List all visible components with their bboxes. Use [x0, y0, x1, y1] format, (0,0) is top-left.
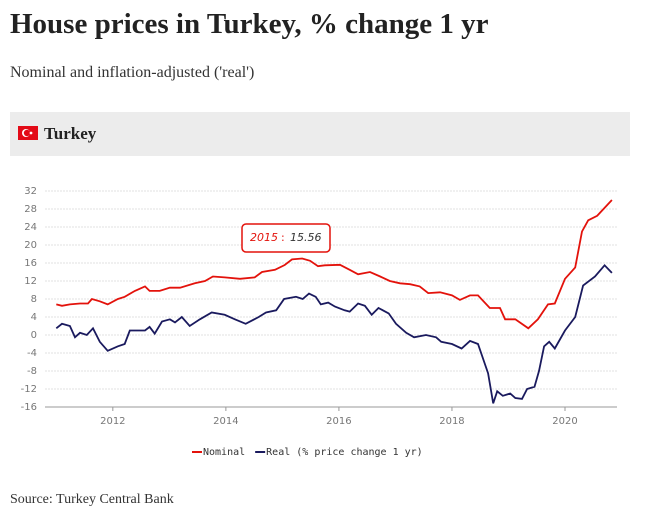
legend-label: Real (% price change 1 yr) [266, 447, 423, 458]
x-tick-label: 2012 [100, 416, 125, 427]
x-tick-label: 2016 [326, 416, 351, 427]
y-tick-label: 4 [31, 312, 37, 323]
tooltip-label: 2015 [250, 231, 278, 244]
legend-label: Nominal [203, 447, 245, 458]
tooltip-box [241, 223, 331, 253]
y-tick-label: 12 [24, 276, 37, 287]
y-tick-label: 28 [24, 204, 37, 215]
x-tick-label: 2020 [552, 416, 577, 427]
flag [18, 126, 38, 140]
y-tick-label: 24 [24, 222, 37, 233]
y-tick-label: 16 [24, 258, 37, 269]
y-tick-label: 20 [24, 240, 37, 251]
country-band: Turkey [10, 112, 630, 156]
y-tick-label: -8 [27, 366, 37, 377]
y-tick-label: -4 [27, 348, 37, 359]
line [55, 263, 613, 404]
line [56, 199, 613, 330]
chart: -16 -12 -8 -4 0 4 8 12 16 20 24 28 32 2012 2014 2016 201… [21, 186, 617, 458]
tooltip-sep: : [281, 231, 285, 244]
subtitle: Nominal and inflation-adjusted ('real') [10, 64, 255, 81]
country-name: Turkey [44, 124, 97, 143]
y-tick-label: -16 [21, 402, 37, 413]
y-tick-label: 32 [24, 186, 37, 197]
x-tick-label: 2018 [439, 416, 464, 427]
source: Source: Turkey Central Bank [10, 492, 174, 507]
y-tick-label: 0 [31, 330, 37, 341]
x-tick-label: 2014 [213, 416, 238, 427]
y-tick-label: 8 [31, 294, 37, 305]
y-tick-label: -12 [21, 384, 37, 395]
title: House prices in Turkey, % change 1 yr [10, 8, 489, 40]
tooltip-value: 15.56 [290, 231, 322, 244]
tooltip: 2015:15.56 [241, 223, 331, 253]
